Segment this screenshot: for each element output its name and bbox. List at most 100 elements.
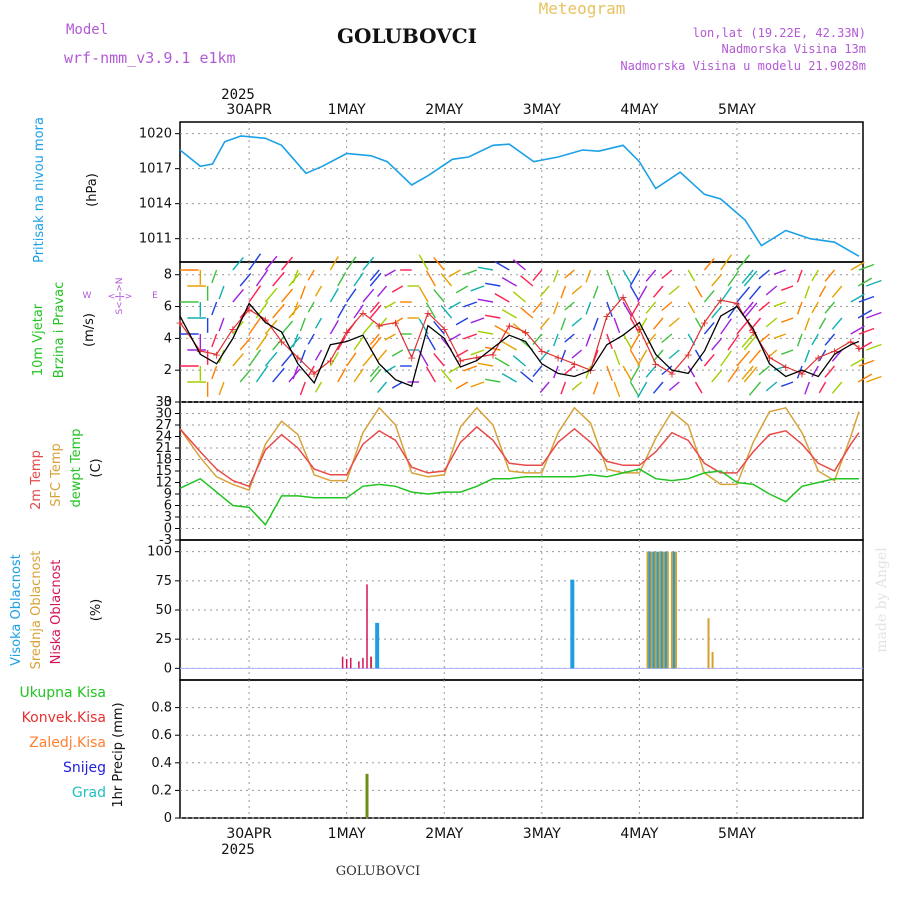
y-tick-label: 1020 [139,127,172,142]
gust-marker: + [781,361,790,374]
wind-arrow [264,255,278,271]
wind-arrow [804,349,810,363]
y-tick-label: 24 [155,430,172,445]
wind-arrow [218,381,225,396]
wind-arrow [711,369,723,383]
wind-arrow [694,381,703,394]
wind-arrow [425,334,436,351]
wind-arrow [592,285,599,299]
wind-arrow [661,269,673,280]
wind-arrow [858,295,875,303]
wind-arrow [804,317,810,331]
wind-arrow [645,333,657,346]
wind-arrow [248,317,262,335]
wind-arrow [377,349,388,362]
wind-arrow [668,285,680,296]
wind-arrow [811,269,819,282]
cloud-ylabel-3: Niska Oblacnost [49,560,64,665]
wind-arrow [629,269,641,286]
wind-arrow [272,303,285,319]
gust-marker: + [407,351,416,364]
wind-arrow [741,301,754,316]
wind-arrow [831,349,843,362]
wind-arrow [668,317,680,328]
wind-arrow [606,301,613,318]
wind-arrow [337,336,347,351]
wind-arrow [539,349,550,362]
svg-text:W: W [83,291,92,301]
wind-arrow [720,318,732,335]
gust-marker: + [342,326,351,339]
y-tick-label: 4 [164,331,172,346]
low-cloud-bar [341,656,344,669]
wind-arrow [629,365,641,382]
wind-arrow [346,288,357,303]
wind-arrow [440,368,453,383]
gust-marker: + [570,358,579,371]
wind-arrow [645,365,657,378]
wind-arrow [858,359,875,367]
wind-arrow [377,285,388,298]
wind-arrow [571,349,583,359]
wind-ylabel-1: 10m Vjetar [31,303,46,376]
wind-arrow [758,333,770,344]
wind-arrow [758,269,770,280]
wind-arrow [248,285,262,303]
wind-arrow [824,365,836,378]
day-label: 2MAY [425,826,463,842]
y-tick-label: 1017 [139,162,172,177]
elevation-label: Nadmorska Visina 13m [722,42,867,56]
wind-arrow [560,349,567,363]
wind-arrow [824,301,836,314]
gust-marker: + [602,310,611,323]
wind-arrow [622,269,633,285]
precip-panel: 0 0.2 0.4 0.6 0.8 [151,679,864,826]
wind-arrow [629,333,641,350]
gust-marker: + [505,320,514,333]
gust-marker: + [846,336,855,349]
wind-arrow [314,349,323,361]
wind-arrow [629,381,640,397]
wind-arrow [781,285,794,291]
precip-ylabel: 1hr Precip (mm) [111,702,126,807]
low-cloud-bar [358,661,360,669]
wind-arrow [727,302,740,319]
wind-arrow [564,365,575,375]
wind-arrow [369,336,382,351]
wind-arrow [831,285,843,298]
svg-text:S<-|->N: S<-|->N [115,277,125,314]
wind-arrow [866,279,882,287]
wind-arrow [850,293,865,303]
wind-arrow [418,254,429,271]
wind-arrow [362,320,375,335]
wind-arrow [720,350,732,367]
y-tick-label: 1014 [139,197,172,212]
wind-arrow [866,375,882,383]
high-cloud-bar [663,551,668,669]
wind-unit: (m/s) [82,313,97,347]
y-tick-label: 2 [164,363,172,378]
mid-cloud-bar [674,551,677,669]
dewpoint-line [179,468,859,526]
wind-arrow [553,301,559,315]
pressure-line [179,135,860,257]
wind-arrow [553,269,559,283]
y-tick-label: 100 [147,545,172,560]
wind-arrow [613,381,621,398]
wind-arrow [652,285,664,298]
wind-arrow [239,272,252,287]
wind-arrow [571,317,583,327]
gust-marker: + [716,294,725,307]
wind-arrow [440,272,453,287]
cloud-ylabel-2: Srednja Oblacnost [29,551,44,670]
y-tick-label: 12 [155,476,172,491]
wind-arrow [384,269,396,277]
wind-arrow [477,362,494,367]
wind-arrow [824,269,836,282]
y-tick-label: 0.2 [151,783,172,798]
mid-cloud-bar [662,551,665,669]
wind-arrow [299,285,306,300]
wind-arrow [857,309,873,319]
wind-arrow [501,309,517,319]
wind-arrow [391,285,404,293]
